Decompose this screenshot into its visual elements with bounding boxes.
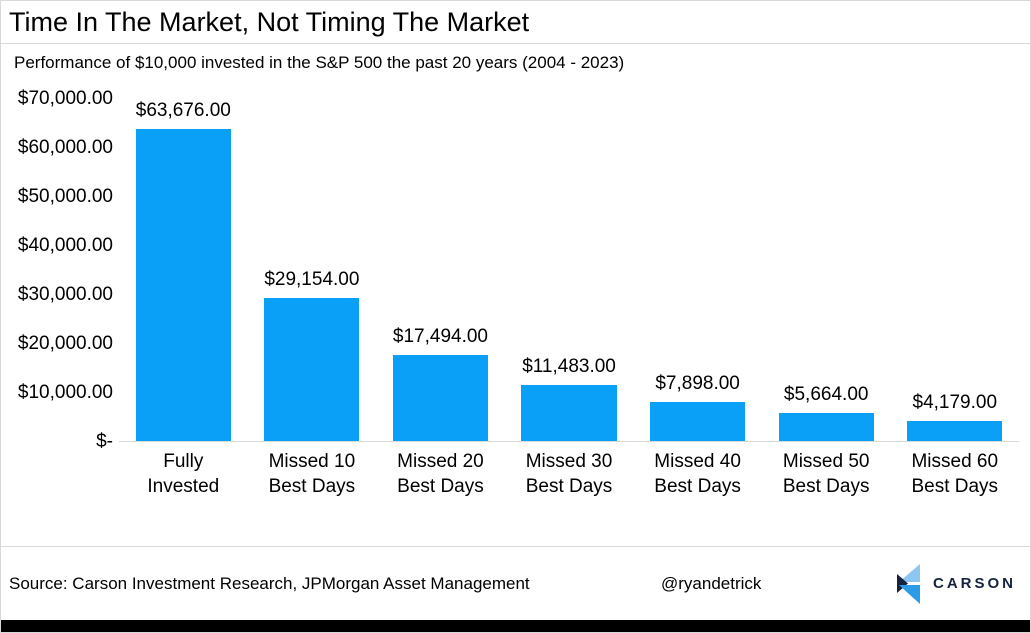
y-axis: $70,000.00 $60,000.00 $50,000.00 $40,000.00…	[1, 89, 119, 452]
chart-subtitle: Performance of $10,000 invested in the S…	[14, 53, 625, 72]
bar-column: $4,179.00	[890, 99, 1019, 441]
bar	[264, 298, 360, 441]
plot-area: $63,676.00 $29,154.00 $17,494.00 $11,483.00…	[119, 99, 1019, 442]
bar-column: $29,154.00	[248, 99, 377, 441]
x-axis-label: Missed 60 Best Days	[911, 451, 999, 497]
bar-column: $11,483.00	[505, 99, 634, 441]
bar-column: $17,494.00	[376, 99, 505, 441]
bar	[650, 402, 746, 441]
bar-value-label: $4,179.00	[912, 392, 998, 413]
bar	[135, 129, 231, 441]
chart-area: $70,000.00 $60,000.00 $50,000.00 $40,000.00…	[1, 89, 1030, 452]
carson-logo-text: CARSON	[932, 575, 1016, 592]
bar	[778, 413, 874, 441]
source-credit: Source: Carson Investment Research, JPMo…	[9, 573, 530, 593]
y-tick-label: $30,000.00	[17, 284, 113, 305]
y-tick-label: $70,000.00	[17, 88, 113, 109]
y-tick-label: $10,000.00	[17, 382, 113, 403]
y-tick-label: $-	[96, 431, 113, 452]
bar-value-label: $29,154.00	[264, 269, 360, 290]
y-tick-label: $20,000.00	[17, 333, 113, 354]
bar-column: $7,898.00	[633, 99, 762, 441]
bar-value-label: $63,676.00	[135, 100, 231, 121]
bar	[392, 355, 488, 441]
x-axis-label: Missed 10 Best Days	[268, 451, 356, 497]
x-axis-label: Fully Invested	[147, 451, 220, 497]
bar-value-label: $11,483.00	[522, 356, 616, 377]
carson-logo: CARSON	[896, 563, 1016, 605]
bar-column: $63,676.00	[119, 99, 248, 441]
bar	[521, 385, 617, 441]
y-tick-label: $50,000.00	[17, 186, 113, 207]
bar-value-label: $17,494.00	[392, 326, 488, 347]
x-axis-label: Missed 50 Best Days	[782, 451, 870, 497]
bottom-black-bar	[1, 620, 1030, 632]
carson-chevron-logo-icon	[896, 563, 920, 604]
page-title: Time In The Market, Not Timing The Marke…	[9, 7, 530, 37]
x-axis-labels: Fully Invested Missed 10 Best Days Missed 20…	[119, 449, 1030, 499]
twitter-handle: @ryandetrick	[661, 573, 762, 593]
footer: Source: Carson Investment Research, JPMo…	[1, 546, 1030, 620]
bar-value-label: $5,664.00	[783, 384, 869, 405]
y-tick-label: $40,000.00	[17, 235, 113, 256]
x-axis-label: Missed 20 Best Days	[397, 451, 484, 497]
y-tick-label: $60,000.00	[17, 137, 113, 158]
x-axis-label: Missed 40 Best Days	[654, 451, 741, 497]
bar-column: $5,664.00	[762, 99, 891, 441]
bar-value-label: $7,898.00	[655, 373, 740, 394]
x-axis-label: Missed 30 Best Days	[525, 451, 613, 497]
title-bar: Time In The Market, Not Timing The Marke…	[1, 1, 1030, 44]
bar	[907, 421, 1003, 441]
